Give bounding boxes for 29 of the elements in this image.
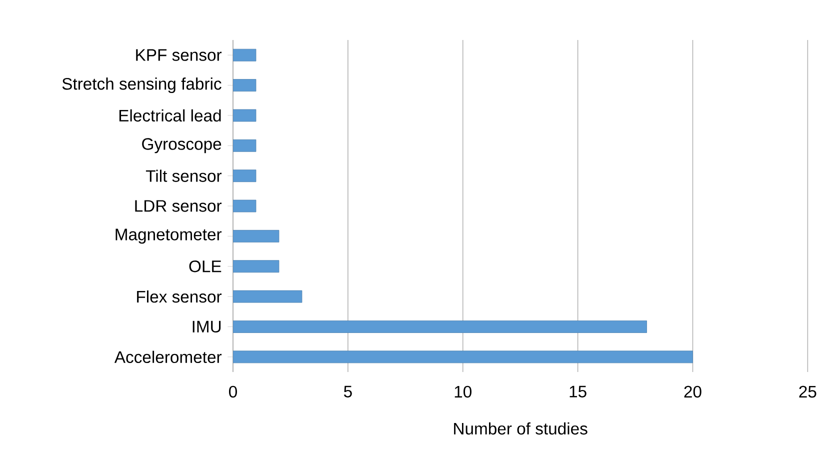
x-tick-label: 25 [799, 386, 816, 398]
bar [233, 230, 280, 242]
y-tick-label: Flex sensor [137, 290, 222, 303]
x-tick-label: 0 [229, 386, 237, 398]
y-tick-label: Gyroscope [142, 138, 222, 154]
y-tick-label: Accelerometer [114, 350, 222, 364]
y-tick-label: KPF sensor [136, 49, 222, 61]
y-tick-label: Magnetometer [116, 228, 222, 244]
x-tick-label: 15 [570, 386, 586, 398]
y-tick-label: Tilt sensor [146, 170, 222, 182]
y-tick-label: Electrical lead [119, 109, 221, 122]
bar [233, 139, 256, 152]
x-tick-label: 5 [344, 386, 352, 398]
y-tick-label: IMU [192, 320, 221, 333]
x-tick-label: 10 [454, 386, 472, 398]
bar [233, 109, 256, 122]
bar [233, 48, 256, 62]
y-tick-label: LDR sensor [135, 200, 222, 212]
y-tick-label: Stretch sensing fabric [62, 78, 222, 94]
bar [233, 320, 647, 333]
x-tick-label: 20 [684, 386, 702, 398]
bar [233, 350, 693, 364]
y-tick-label: OLE [189, 260, 222, 272]
bar [233, 170, 256, 182]
x-axis-title: Number of studies [454, 422, 588, 435]
bar [233, 260, 280, 273]
bar [233, 79, 256, 92]
bar [233, 290, 302, 303]
bar [233, 200, 256, 212]
